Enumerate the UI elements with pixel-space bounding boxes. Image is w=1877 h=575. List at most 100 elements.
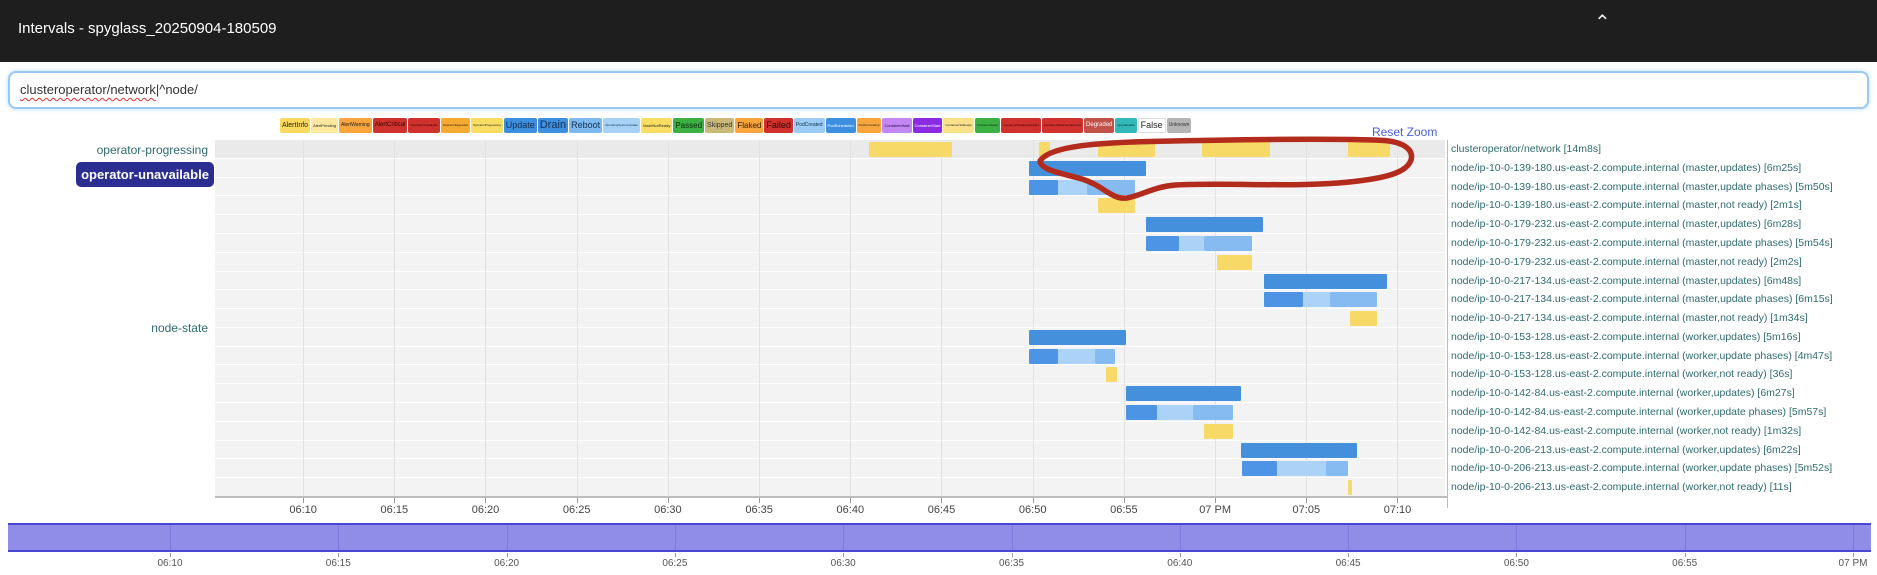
legend-item-alertpending[interactable]: AlertPending [311,117,338,133]
interval-bar-not_ready[interactable] [1204,423,1234,439]
legend-item-drain[interactable]: Drain [537,117,569,133]
interval-bar-drain[interactable] [1145,235,1179,251]
chart-row-band [215,421,1445,441]
brush-gridline [1853,525,1854,550]
timeline-brush[interactable] [8,523,1871,552]
gridline [941,140,943,497]
interval-bar-updates[interactable] [1264,273,1387,289]
reset-zoom-link[interactable]: Reset Zoom [1372,125,1438,139]
mini-axis-tick [338,553,340,557]
interval-bar-drain[interactable] [1029,348,1059,364]
legend-item-passed[interactable]: Passed [673,117,705,133]
interval-bar-reboot[interactable] [1326,461,1349,477]
mini-axis-tick-label: 06:35 [998,558,1025,569]
x-axis-line [215,496,1447,498]
legend-item-skipped[interactable]: Skipped [705,117,735,133]
interval-bar-not_ready[interactable] [1098,198,1135,214]
legend-item-reboot[interactable]: Reboot [569,117,603,133]
interval-bar-progressing[interactable] [1098,142,1155,157]
interval-bar-reboot[interactable] [1330,292,1378,308]
axis-tick [850,498,852,503]
legend-item-operatorunavailable[interactable]: OperatorUnavailable [408,117,440,133]
row-label: node/ip-10-0-142-84.us-east-2.compute.in… [1451,424,1802,437]
interval-bar-progressing[interactable] [1202,142,1270,157]
legend-item-operatingsystemupdate[interactable]: OperatingSystemUpdate [603,117,640,133]
row-label: node/ip-10-0-217-134.us-east-2.compute.i… [1451,274,1802,287]
interval-bar-drain[interactable] [1264,292,1303,308]
legend-item-failed[interactable]: Failed [764,117,793,133]
interval-bar-not_ready[interactable] [1216,254,1252,270]
interval-bar-os_update[interactable] [1058,179,1088,195]
legend-item-containernotready[interactable]: ContainerNotReady [943,117,974,133]
row-label: node/ip-10-0-142-84.us-east-2.compute.in… [1451,387,1795,400]
title-bar: Intervals - spyglass_20250904-180509 ⌃ [0,0,1877,62]
filter-text-rest: |^node/ [155,82,198,97]
interval-bar-updates[interactable] [1029,329,1126,345]
legend-item-containerreadinessfailed[interactable]: ContainerReadinessFailed [1001,117,1041,133]
row-label: node/ip-10-0-139-180.us-east-2.compute.i… [1451,161,1802,174]
brush-gridline [674,525,676,550]
row-label: node/ip-10-0-139-180.us-east-2.compute.i… [1451,180,1833,193]
legend-item-alertwarning[interactable]: AlertWarning [338,117,372,133]
interval-bar-os_update[interactable] [1058,348,1095,364]
legend-item-flaked[interactable]: Flaked [735,117,764,133]
interval-bar-os_update[interactable] [1277,461,1327,477]
legend-item-containerwait[interactable]: ContainerWait [882,117,912,133]
axis-tick-label: 07 PM [1199,504,1231,516]
interval-bar-os_update[interactable] [1156,405,1194,421]
axis-tick [1215,498,1217,503]
axis-tick-label: 07:05 [1292,504,1321,516]
gridline [394,140,396,497]
filter-input[interactable]: clusteroperator/network|^node/ [8,71,1869,109]
interval-bar-drain[interactable] [1242,461,1278,477]
mini-axis-tick-label: 06:25 [662,558,688,569]
row-label: node/ip-10-0-206-213.us-east-2.compute.i… [1451,481,1792,494]
gridline [850,140,852,497]
interval-bar-not_ready[interactable] [1350,311,1378,327]
legend-item-containerready[interactable]: ContainerReady [974,117,1001,133]
interval-bar-progressing[interactable] [868,142,953,157]
legend-item-nodenotready[interactable]: NodeNotReady [640,117,673,133]
legend-item-update[interactable]: Update [503,117,537,133]
legend-item-unknown[interactable]: Unknown [1166,117,1192,133]
legend-item-containerstart[interactable]: ContainerStart [912,117,943,133]
interval-bar-not_ready[interactable] [1105,367,1117,383]
mini-axis-tick-label: 06:10 [157,558,183,569]
legend-item-operatorprogressing[interactable]: OperatorProgressing [470,117,503,133]
interval-bar-progressing[interactable] [1348,142,1391,157]
legend-item-upgradeable[interactable]: Upgradeable [1115,117,1137,133]
interval-bar-updates[interactable] [1125,386,1241,402]
brush-gridline [1684,525,1686,550]
axis-tick-label: 06:30 [654,504,682,516]
chevron-up-icon[interactable]: ⌃ [1594,12,1611,34]
legend-item-podterminating[interactable]: PodTerminating [856,117,882,133]
interval-bar-reboot[interactable] [1193,405,1234,421]
interval-bar-reboot[interactable] [1087,179,1135,195]
interval-bar-updates[interactable] [1145,217,1263,233]
interval-bar-os_update[interactable] [1178,235,1205,251]
interval-bar-reboot[interactable] [1204,235,1252,251]
interval-bar-not_ready[interactable] [1348,480,1352,496]
legend-item-degraded[interactable]: Degraded [1084,117,1115,133]
legend-item-podcreated[interactable]: PodCreated [793,117,825,133]
row-label: node/ip-10-0-179-232.us-east-2.compute.i… [1451,255,1802,268]
interval-bar-drain[interactable] [1029,179,1059,195]
interval-bar-reboot[interactable] [1094,348,1115,364]
legend-item-podscheduled[interactable]: PodScheduled [825,117,856,133]
interval-bar-updates[interactable] [1240,442,1358,458]
legend-item-operatordegraded[interactable]: OperatorDegraded [440,117,470,133]
legend-item-alertinfo[interactable]: AlertInfo [280,117,311,133]
gridline [1397,140,1399,497]
mini-axis-tick [170,553,171,557]
legend-item-alertcritical[interactable]: AlertCritical [372,117,408,133]
brush-gridline [170,525,171,550]
axis-tick [394,498,396,503]
interval-bar-os_update[interactable] [1302,292,1330,308]
legend-item-false[interactable]: False [1137,117,1166,133]
legend-item-containerreadinesserrored[interactable]: ContainerReadinessErrored [1041,117,1084,133]
interval-bar-progressing[interactable] [1039,142,1051,157]
axis-tick [303,498,305,503]
interval-bar-drain[interactable] [1125,405,1157,421]
interval-bar-updates[interactable] [1029,160,1146,176]
